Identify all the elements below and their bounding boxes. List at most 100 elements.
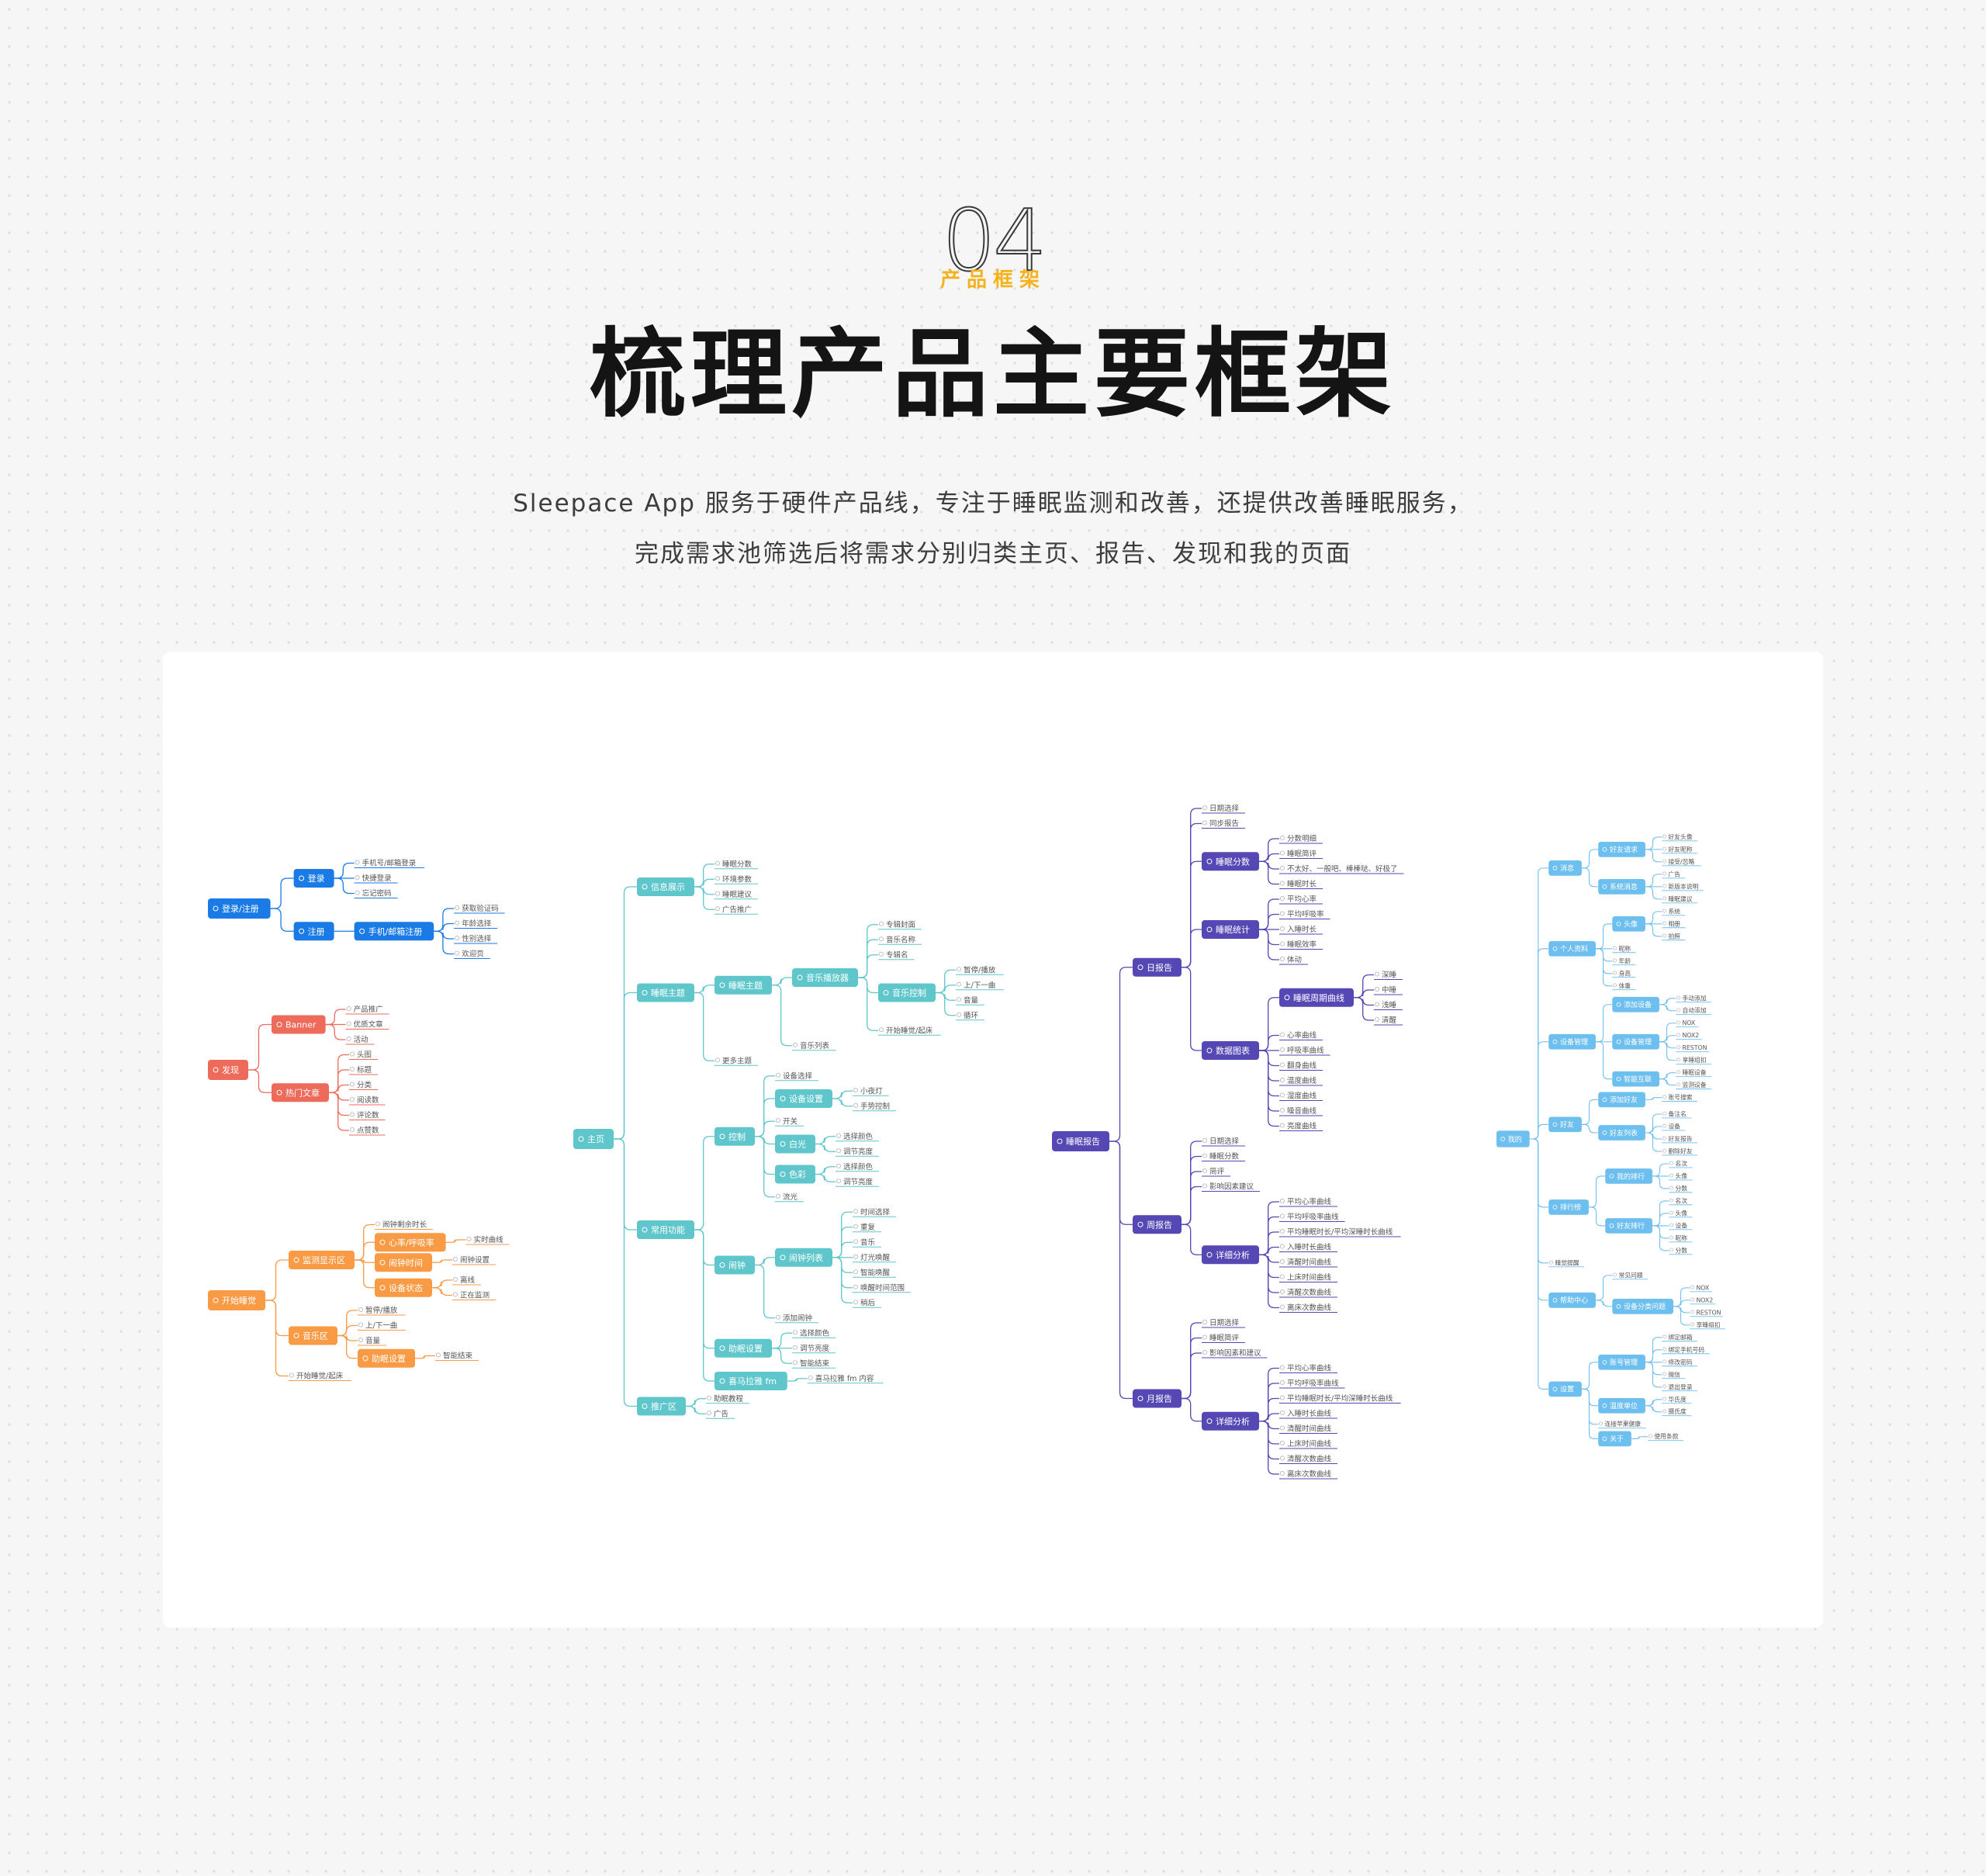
bullet-icon [1613,971,1618,975]
node-label: 闹钟剩余时长 [382,1220,427,1230]
node-label: 平均睡眠时长/平均深睡时长曲线 [1287,1227,1393,1237]
bullet-icon [956,981,962,987]
node-label: 注册 [308,926,325,936]
branch-connector [1259,1050,1279,1067]
node-box [1202,1245,1259,1265]
node-日报告: 日报告 [1133,957,1182,977]
node-华氏度: 华氏度 [1662,1395,1692,1404]
branch-connector [1652,1213,1669,1227]
bullet-icon [299,875,305,881]
bullet-icon [1374,971,1380,977]
node-注册: 注册 [293,922,334,941]
bullet-icon [1662,859,1666,864]
node-box [792,968,858,987]
node-label: 日期选择 [1209,1137,1240,1146]
node-label: 正在监测 [460,1291,490,1300]
node-智能结束: 智能结束 [792,1359,836,1369]
branch-connector [248,1023,272,1071]
branch-connector [1581,849,1599,869]
bullet-icon [1613,958,1618,963]
node-label: RESTON [1682,1044,1707,1051]
node-label: 音乐 [860,1237,876,1247]
bullet-icon [349,1112,355,1117]
branch-connector [1182,1337,1202,1400]
bullet-icon [276,1089,282,1095]
bullet-icon [780,1255,786,1261]
bullet-icon [1202,1137,1208,1144]
node-清醒时间曲线: 清醒时间曲线 [1279,1424,1337,1435]
node-box [1598,1354,1645,1370]
branch-connector [1652,1163,1669,1177]
branch-connector [334,862,355,879]
node-开始睡觉-起床: 开始睡觉/起床 [289,1372,351,1382]
node-box [714,1372,787,1390]
node-信息展示: 信息展示 [637,877,694,896]
bullet-icon [1279,1198,1285,1204]
node-label: 离线 [460,1275,476,1285]
bullet-icon [1669,1198,1674,1203]
bullet-icon [1279,1304,1285,1310]
node-label: 产品推广 [354,1005,383,1014]
node-账号搜索: 账号搜索 [1662,1093,1698,1102]
branch-connector [1182,1322,1202,1400]
bullet-icon [346,1036,351,1042]
node-平均呼吸率: 平均呼吸率 [1279,910,1330,920]
node-label: 广告推广 [722,905,752,914]
node-box [1133,1389,1182,1408]
branch-connector [936,992,956,1016]
branch-connector [1645,1399,1662,1407]
node-label: 广告 [714,1409,728,1418]
branch-connector [1645,836,1662,850]
bullet-icon [1669,1235,1674,1240]
bullet-icon [714,906,721,912]
bullet-icon [355,874,360,881]
branch-connector [1659,1041,1676,1061]
node-清醒次数曲线: 清醒次数曲线 [1279,1288,1337,1298]
branch-connector [1595,1275,1613,1301]
node-发现: 发现 [208,1060,248,1080]
node-label: 清醒次数曲线 [1287,1455,1332,1464]
node-label: 浅睡 [1382,1001,1397,1010]
bullet-icon [379,1239,386,1245]
node-选择颜色: 选择颜色 [836,1132,879,1142]
branch-connector [1182,1155,1202,1225]
bullet-icon [1202,1319,1208,1325]
branch-connector [694,992,714,1061]
node-box [1598,879,1645,895]
node-label: 开始睡觉/起床 [296,1372,344,1381]
node-box [289,1326,337,1345]
bullet-icon [1202,1168,1208,1174]
branch-connector [1659,1004,1676,1012]
bullet-icon [349,1051,355,1057]
bullet-icon [359,928,365,934]
bullet-icon [1279,1228,1285,1234]
bullet-icon [1676,1045,1681,1050]
branch-connector [1259,860,1279,870]
node-label: 心率/呼吸率 [389,1237,434,1248]
node-小夜灯: 小夜灯 [853,1086,889,1096]
bullet-icon [1609,1174,1614,1179]
node-退出登录: 退出登录 [1662,1383,1698,1392]
node-label: 头图 [357,1050,372,1060]
branch-connector [1581,1388,1599,1425]
node-体动: 体动 [1279,955,1308,965]
node-平均呼吸率曲线: 平均呼吸率曲线 [1279,1213,1345,1223]
branch-connector [1259,913,1279,930]
node-头像: 头像 [1669,1172,1693,1181]
branch-connector [355,1241,375,1261]
bullet-icon [213,905,219,912]
node-label: 关于 [1610,1435,1624,1444]
node-入睡时长曲线: 入睡时长曲线 [1279,1243,1337,1253]
bullet-icon [1549,1260,1554,1265]
branch-connector [694,864,714,888]
node-享睡组扣: 享睡组扣 [1690,1320,1726,1330]
node-专辑封面: 专辑封面 [878,920,922,930]
node-label: 退出登录 [1668,1383,1692,1390]
node-label: 享睡组扣 [1682,1056,1706,1064]
node-平均心率: 平均心率 [1279,895,1323,905]
branch-connector [337,1310,358,1337]
node-新版本说明: 新版本说明 [1662,882,1704,891]
node-label: 新版本说明 [1668,882,1698,890]
branch-connector [1529,1138,1549,1208]
node-label: 调节亮度 [843,1177,874,1186]
